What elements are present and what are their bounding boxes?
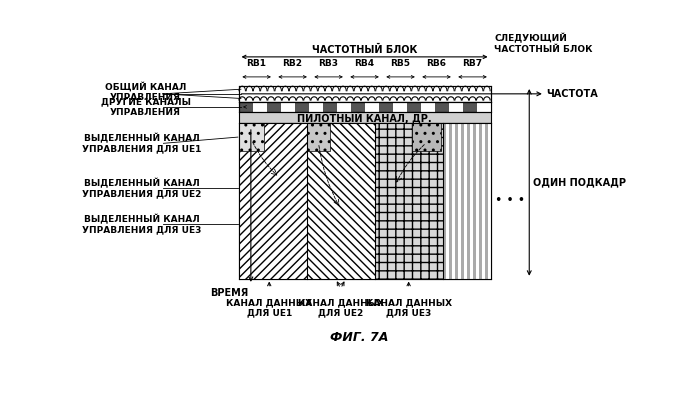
- Text: СЛЕДУЮЩИЙ
ЧАСТОТНЫЙ БЛОК: СЛЕДУЮЩИЙ ЧАСТОТНЫЙ БЛОК: [494, 33, 593, 54]
- Bar: [467, 123, 470, 279]
- Text: RB2: RB2: [283, 59, 302, 67]
- Text: ОБЩИЙ КАНАЛ
УПРАВЛЕНИЯ: ОБЩИЙ КАНАЛ УПРАВЛЕНИЯ: [105, 82, 186, 102]
- Text: ВРЕМЯ: ВРЕМЯ: [210, 288, 248, 298]
- Bar: [239, 123, 265, 151]
- Bar: [337, 102, 351, 112]
- Text: ВЫДЕЛЕННЫЙ КАНАЛ
УПРАВЛЕНИЯ ДЛЯ UE2: ВЫДЕЛЕННЫЙ КАНАЛ УПРАВЛЕНИЯ ДЛЯ UE2: [82, 178, 202, 199]
- Text: ПИЛОТНЫЙ КАНАЛ, ДР.: ПИЛОТНЫЙ КАНАЛ, ДР.: [298, 112, 432, 124]
- Text: ДРУГИЕ КАНАЛЫ
УПРАВЛЕНИЯ: ДРУГИЕ КАНАЛЫ УПРАВЛЕНИЯ: [101, 97, 190, 117]
- Bar: [461, 123, 463, 279]
- Bar: [484, 123, 487, 279]
- Bar: [442, 123, 491, 279]
- Bar: [239, 112, 491, 123]
- Text: ВЫДЕЛЕННЫЙ КАНАЛ
УПРАВЛЕНИЯ ДЛЯ UE3: ВЫДЕЛЕННЫЙ КАНАЛ УПРАВЛЕНИЯ ДЛЯ UE3: [82, 214, 202, 235]
- Bar: [281, 102, 295, 112]
- Bar: [253, 102, 267, 112]
- Text: RB4: RB4: [354, 59, 374, 67]
- Bar: [421, 102, 435, 112]
- Bar: [239, 123, 307, 279]
- Text: RB5: RB5: [391, 59, 410, 67]
- Text: ВЫДЕЛЕННЫЙ КАНАЛ
УПРАВЛЕНИЯ ДЛЯ UE1: ВЫДЕЛЕННЫЙ КАНАЛ УПРАВЛЕНИЯ ДЛЯ UE1: [82, 133, 202, 154]
- Bar: [454, 123, 458, 279]
- Text: ОДИН ПОДКАДР: ОДИН ПОДКАДР: [533, 177, 626, 187]
- Bar: [239, 86, 491, 102]
- Bar: [473, 123, 475, 279]
- Text: ФИГ. 7А: ФИГ. 7А: [330, 331, 388, 344]
- Bar: [412, 123, 440, 151]
- Text: КАНАЛ ДАННЫХ
ДЛЯ UE1: КАНАЛ ДАННЫХ ДЛЯ UE1: [226, 298, 312, 317]
- Bar: [239, 102, 491, 112]
- Text: КАНАЛ ДАННЫХ
ДЛЯ UE2: КАНАЛ ДАННЫХ ДЛЯ UE2: [298, 298, 384, 317]
- Text: RB3: RB3: [318, 59, 339, 67]
- Bar: [239, 123, 265, 151]
- Bar: [309, 102, 323, 112]
- Text: ЧАСТОТНЫЙ БЛОК: ЧАСТОТНЫЙ БЛОК: [312, 45, 417, 55]
- Text: • • •: • • •: [495, 195, 525, 207]
- Text: КАНАЛ ДАННЫХ
ДЛЯ UE3: КАНАЛ ДАННЫХ ДЛЯ UE3: [365, 298, 452, 317]
- Bar: [239, 123, 491, 279]
- Bar: [307, 123, 330, 151]
- Text: RB7: RB7: [463, 59, 482, 67]
- Bar: [479, 123, 482, 279]
- Bar: [374, 123, 442, 279]
- Bar: [477, 102, 491, 112]
- Bar: [365, 102, 379, 112]
- Text: RB1: RB1: [246, 59, 267, 67]
- Bar: [307, 123, 375, 279]
- Bar: [442, 123, 446, 279]
- Bar: [449, 123, 452, 279]
- Text: RB6: RB6: [426, 59, 447, 67]
- Bar: [449, 102, 463, 112]
- Bar: [393, 102, 407, 112]
- Text: ЧАСТОТА: ЧАСТОТА: [546, 89, 598, 99]
